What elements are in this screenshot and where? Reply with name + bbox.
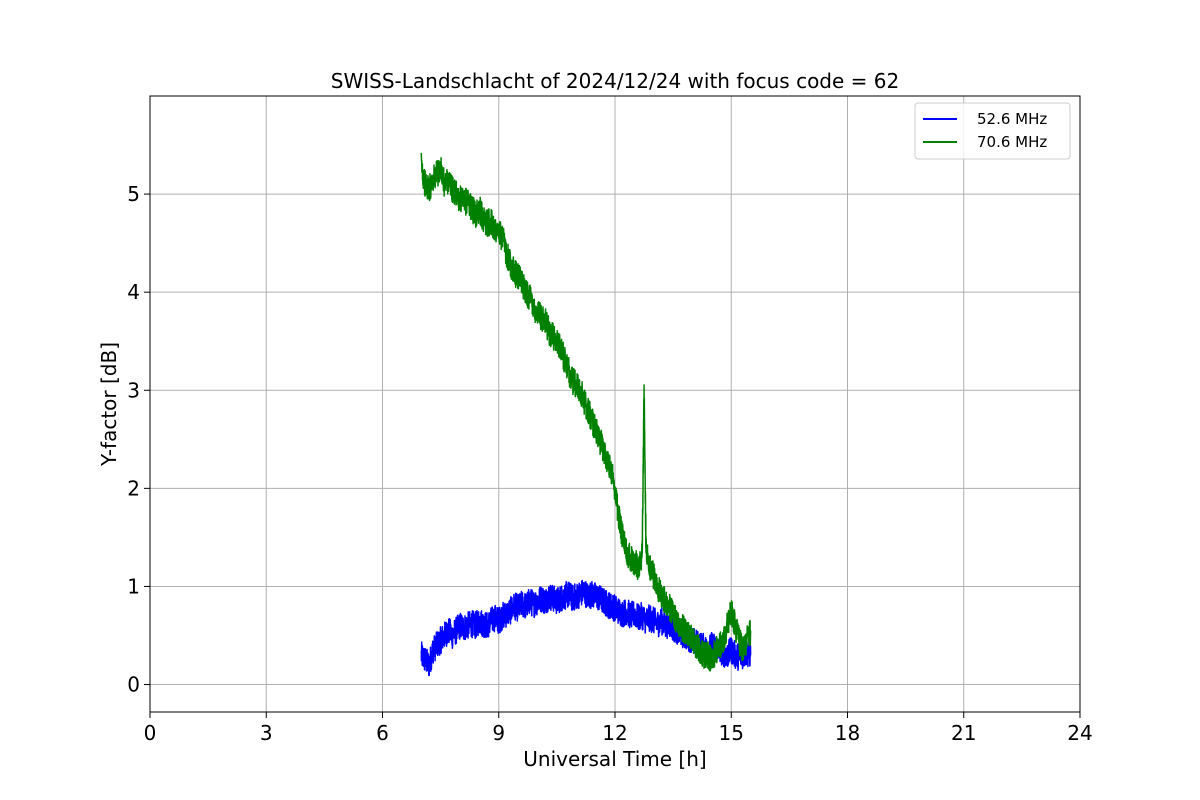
x-tick-label: 6 <box>376 721 389 745</box>
x-tick-label: 21 <box>951 721 976 745</box>
y-tick-label: 2 <box>127 476 140 500</box>
y-tick-label: 1 <box>127 574 140 598</box>
x-tick-label: 9 <box>492 721 505 745</box>
x-tick-label: 12 <box>602 721 627 745</box>
y-tick-label: 5 <box>127 182 140 206</box>
legend-label: 70.6 MHz <box>977 133 1047 151</box>
x-tick-label: 15 <box>719 721 744 745</box>
legend-box <box>914 102 1071 160</box>
y-tick-label: 3 <box>127 378 140 402</box>
series-line <box>420 152 752 672</box>
x-tick-label: 0 <box>144 721 157 745</box>
y-tick-label: 0 <box>127 673 140 697</box>
x-axis-label: Universal Time [h] <box>523 747 706 771</box>
legend: 52.6 MHz 70.6 MHz <box>914 102 1071 160</box>
y-tick-label: 4 <box>127 280 140 304</box>
y-axis-label: Y-factor [dB] <box>97 342 121 467</box>
x-tick-label: 3 <box>260 721 273 745</box>
series-layer <box>420 152 752 677</box>
legend-label: 52.6 MHz <box>977 110 1047 128</box>
x-tick-label: 24 <box>1067 721 1092 745</box>
x-tick-label: 18 <box>835 721 860 745</box>
chart-title: SWISS-Landschlacht of 2024/12/24 with fo… <box>331 69 899 93</box>
